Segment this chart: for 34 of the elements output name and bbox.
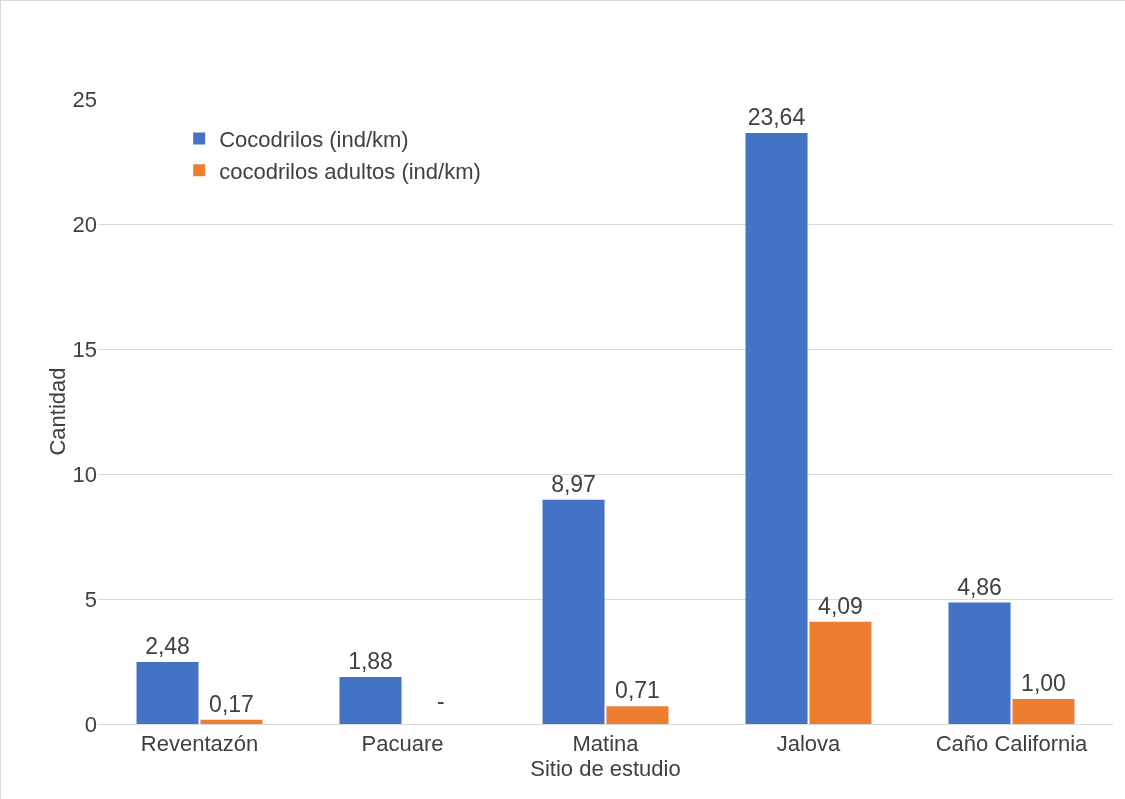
y-tick-label: 0	[84, 711, 97, 737]
data-label: 23,64	[747, 104, 806, 130]
bar	[136, 662, 199, 724]
bar	[542, 499, 605, 724]
bar	[1012, 699, 1075, 724]
bar	[200, 719, 263, 724]
bar	[745, 133, 808, 724]
y-tick-label: 5	[84, 586, 97, 612]
y-tick-label: 25	[72, 86, 97, 112]
data-label: 0,71	[615, 677, 660, 704]
x-tick-label: Caño California	[935, 731, 1089, 757]
x-tick-label: Jalova	[776, 731, 842, 757]
data-label: 8,97	[551, 470, 596, 497]
data-label: 0,17	[209, 690, 254, 717]
y-tick-label: 15	[72, 336, 97, 362]
data-label: 2,48	[145, 633, 190, 659]
x-tick-label: Pacuare	[361, 731, 444, 757]
bar	[948, 602, 1011, 724]
y-axis-title: Cantidad	[45, 367, 71, 456]
data-label: 4,86	[957, 573, 1002, 600]
bar	[809, 621, 872, 724]
y-tick-label: 20	[72, 211, 97, 237]
data-label: 1,00	[1021, 670, 1066, 696]
data-label: 4,09	[818, 592, 863, 619]
x-tick-label: Matina	[572, 731, 640, 757]
bar	[339, 677, 402, 724]
annotation: -	[437, 688, 445, 714]
legend-label: Cocodrilos (ind/km)	[219, 127, 409, 153]
y-tick-label: 10	[72, 461, 97, 487]
bar	[606, 706, 669, 724]
x-axis-title: Sitio de estudio	[530, 756, 681, 782]
x-tick-label: Reventazón	[140, 731, 259, 757]
data-label: 1,88	[348, 648, 393, 674]
legend-label: cocodrilos adultos (ind/km)	[219, 158, 481, 184]
